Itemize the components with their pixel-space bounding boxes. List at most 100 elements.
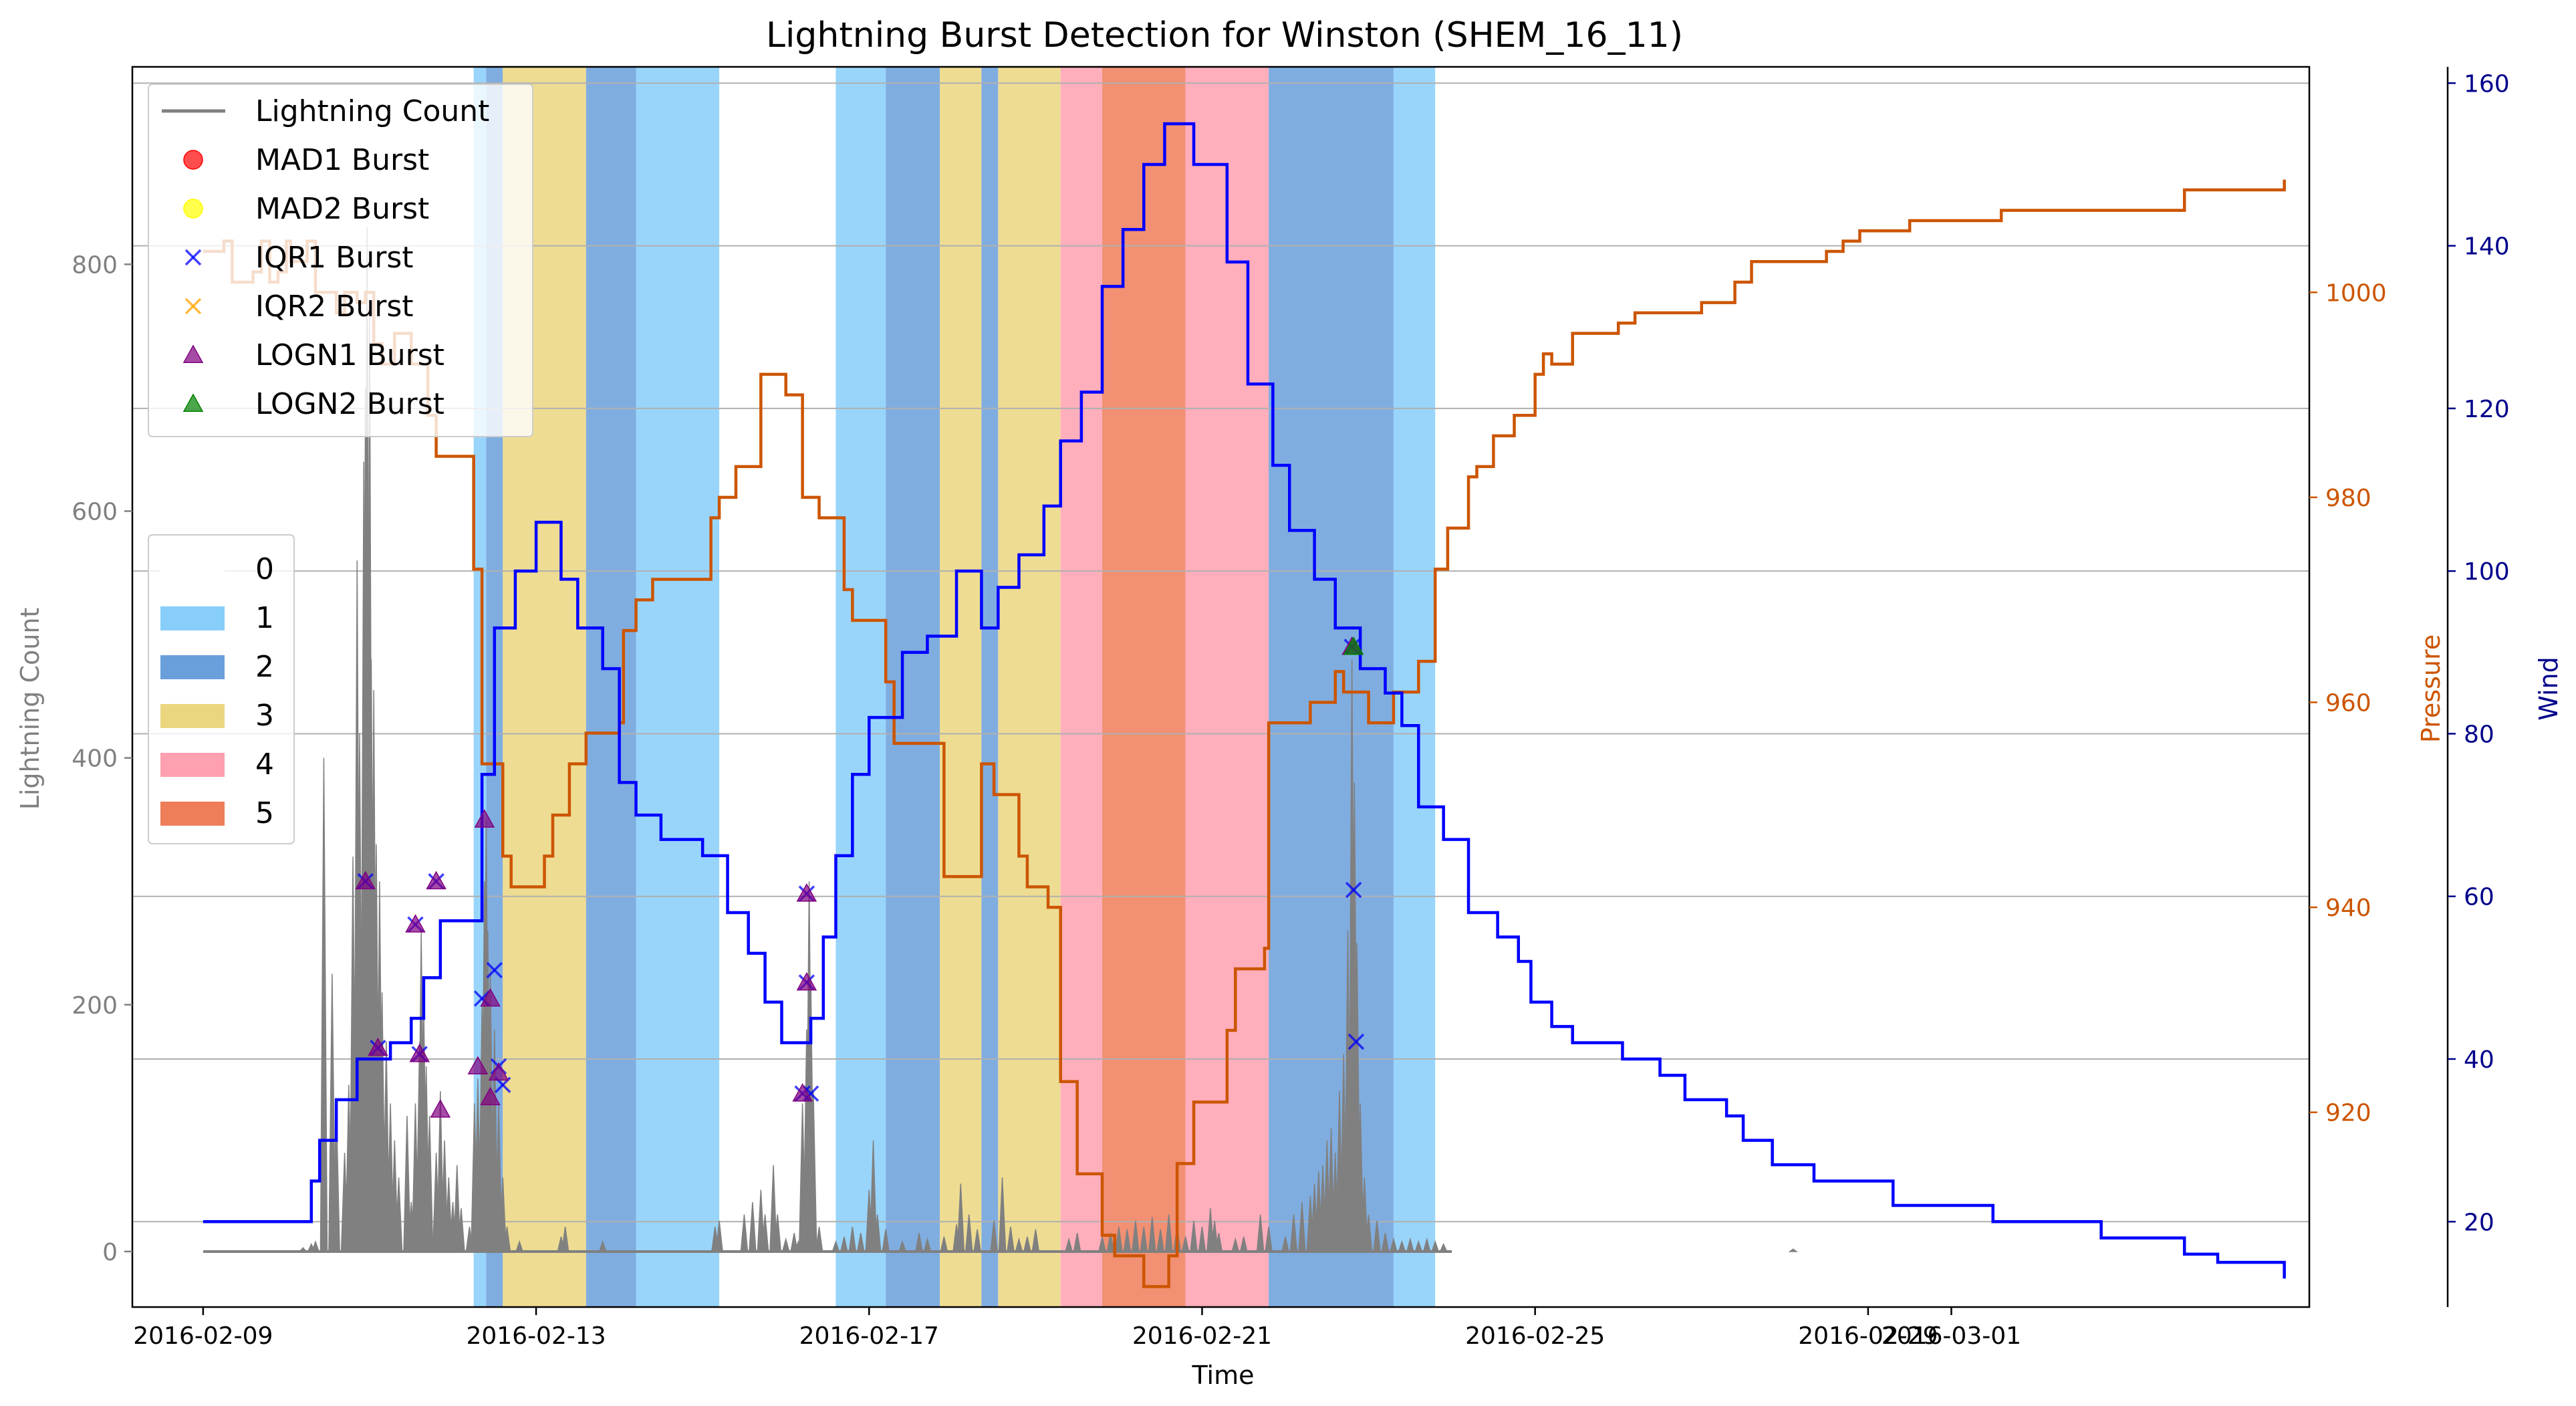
lightning-spike [1422, 1237, 1431, 1252]
lightning-spike [1131, 1220, 1140, 1252]
lightning-spike [1281, 1236, 1289, 1252]
lightning-spike [915, 1233, 923, 1252]
left-tick-label: 800 [72, 251, 118, 279]
lightning-spike [773, 1214, 782, 1252]
iqr1-burst-marker [486, 961, 503, 979]
category-band-3 [940, 67, 982, 1307]
lightning-spike [1389, 1237, 1398, 1252]
lightning-spike [1231, 1237, 1240, 1252]
category-legend-label: 2 [255, 650, 274, 684]
lightning-spike [998, 1177, 1007, 1252]
logn1-burst-marker [368, 1037, 388, 1056]
lightning-spike [831, 1240, 840, 1252]
plot-frame [131, 66, 2311, 1308]
lightning-spike [1023, 1236, 1031, 1252]
series-legend-label: IQR2 Burst [255, 289, 414, 324]
lightning-spike [1439, 1243, 1448, 1252]
lightning-spike [873, 1214, 882, 1252]
lightning-spike [1360, 1177, 1369, 1252]
lightning-spike [1115, 1226, 1123, 1252]
logn1-burst-marker [430, 1099, 451, 1118]
lightning-spike [1298, 1202, 1306, 1252]
lightning-spike [1364, 1214, 1373, 1252]
lightning-spike [1381, 1233, 1390, 1252]
legend-circle-marker [183, 199, 203, 219]
x-axis-label: Time [1192, 1361, 1255, 1390]
lightning-spike [1031, 1229, 1040, 1252]
series-legend: Lightning Count MAD1 Burst MAD2 Burst IQR1 … [148, 84, 533, 437]
lightning-spike [425, 1115, 434, 1252]
lightning-spike [923, 1237, 932, 1252]
lightning-spike [848, 1226, 857, 1252]
wind-tick-label: 100 [2464, 558, 2510, 586]
category-band-3 [998, 67, 1061, 1307]
logn1-burst-marker [488, 1062, 509, 1081]
lightning-spike [815, 1226, 823, 1252]
wind-tick-label: 60 [2464, 884, 2494, 911]
pressure-axis: 920 940 960 980 1000 [2309, 279, 2387, 1127]
legend-triangle-marker [182, 393, 204, 412]
lightning-spike [453, 1165, 461, 1252]
category-legend-swatch [160, 753, 225, 777]
left-tick-label: 200 [72, 992, 118, 1020]
lightning-spike [1198, 1226, 1206, 1252]
logn1-burst-marker [426, 870, 446, 890]
lightning-spike [809, 1090, 817, 1252]
legend-x-marker [184, 249, 202, 266]
wind-tick-label: 20 [2464, 1209, 2494, 1236]
lightning-spike [1289, 1214, 1298, 1252]
category-band-5 [1102, 67, 1186, 1307]
category-legend-swatch [160, 655, 225, 679]
lightning-spike [319, 757, 328, 1252]
lightning-spike [1190, 1220, 1198, 1252]
lightning-spike [1106, 1233, 1115, 1252]
series-legend-box [148, 84, 533, 437]
category-band-4 [1060, 67, 1103, 1307]
lightning-spike [1007, 1226, 1015, 1252]
category-band-1 [636, 67, 720, 1307]
lightning-spike [715, 1220, 723, 1252]
lightning-spike [757, 1189, 765, 1252]
lightning-spike [1214, 1233, 1223, 1252]
category-legend-swatch [160, 704, 225, 728]
lightning-spike [1414, 1240, 1423, 1252]
category-legend-label: 4 [255, 747, 274, 782]
x-tick-label: 2016-02-25 [1465, 1322, 1605, 1350]
lightning-spike [964, 1214, 973, 1252]
pressure-tick-label: 980 [2325, 485, 2371, 512]
category-legend: 0 1 2 3 4 5 [148, 534, 295, 844]
iqr1-burst-marker [1347, 1033, 1365, 1050]
lightning-spike [499, 1177, 507, 1252]
logn1-burst-marker [405, 914, 426, 933]
lightning-spike [503, 1226, 511, 1252]
legend-triangle-marker [182, 344, 204, 363]
lightning-spike [749, 1202, 757, 1252]
left-tick-label: 400 [72, 745, 118, 773]
legend-x-marker [184, 298, 202, 315]
wind-tick-label: 80 [2464, 721, 2494, 748]
lightning-spike [328, 973, 336, 1252]
category-band-2 [981, 67, 999, 1307]
pressure-axis-label: Pressure [2416, 634, 2446, 743]
x-tick-label: 2016-03-01 [1882, 1322, 2021, 1350]
lightning-spike [1148, 1217, 1156, 1252]
lightning-spike [990, 1220, 998, 1252]
wind-tick-label: 120 [2464, 396, 2510, 423]
category-legend-swatch [160, 802, 225, 826]
lightning-spike [1788, 1248, 1799, 1252]
chart-title: Lightning Burst Detection for Winston (S… [766, 15, 1683, 55]
lightning-spike [790, 1233, 799, 1252]
series-legend-label: LOGN2 Burst [255, 387, 444, 421]
left-axis-label: Lightning Count [15, 608, 45, 810]
category-legend-label: 3 [255, 699, 274, 733]
lightning-spike [457, 1208, 465, 1252]
lightning-spike [298, 1247, 308, 1252]
iqr1-burst-marker [1345, 881, 1362, 899]
pressure-tick-label: 920 [2325, 1100, 2371, 1127]
x-tick-label: 2016-02-13 [466, 1322, 606, 1350]
logn1-burst-marker [355, 870, 376, 890]
lightning-spike [956, 1183, 965, 1252]
wind-tick-label: 40 [2464, 1046, 2494, 1074]
logn1-burst-marker [474, 809, 495, 828]
wind-series [203, 122, 2286, 1279]
